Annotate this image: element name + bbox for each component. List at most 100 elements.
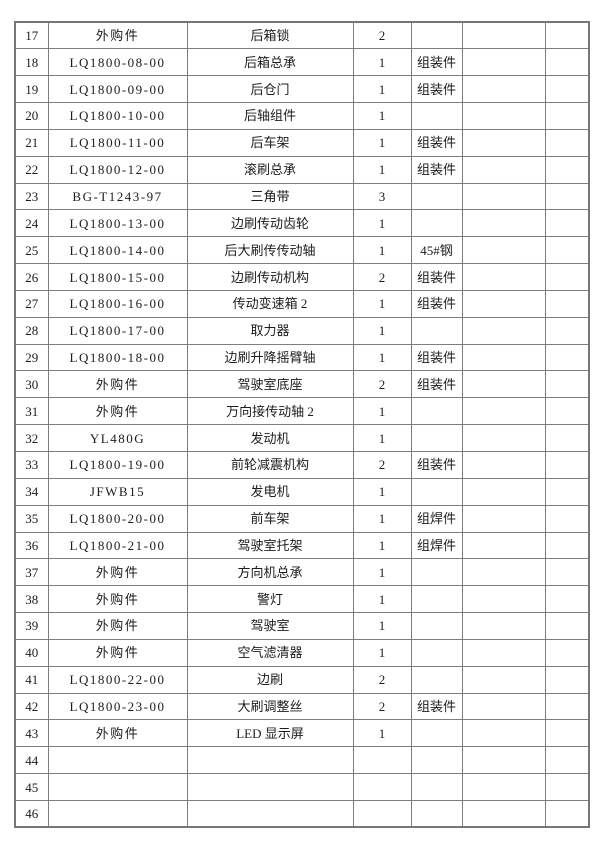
empty-cell-2 bbox=[544, 585, 590, 614]
quantity-cell: 2 bbox=[352, 21, 412, 50]
empty-cell-1 bbox=[461, 289, 546, 318]
quantity-cell: 2 bbox=[352, 370, 412, 399]
quantity-cell: 1 bbox=[352, 504, 412, 533]
part-code-cell: LQ1800-16-00 bbox=[47, 289, 188, 318]
table-row: 40 外购件 空气滤清器 1 bbox=[14, 638, 590, 667]
part-code-cell bbox=[47, 746, 188, 775]
table-row: 21 LQ1800-11-00 后车架 1 组装件 bbox=[14, 128, 590, 157]
table-row: 43 外购件 LED 显示屏 1 bbox=[14, 719, 590, 748]
empty-cell-2 bbox=[544, 155, 590, 184]
parts-list-table-container: 17 外购件 后箱锁 2 18 LQ1800-08-00 后箱总承 1 组装件 … bbox=[14, 21, 590, 829]
note-cell bbox=[410, 773, 463, 801]
part-name-cell: 发动机 bbox=[186, 424, 354, 452]
note-cell: 组装件 bbox=[410, 128, 463, 157]
part-name-cell: 驾驶室底座 bbox=[186, 370, 354, 399]
row-number-cell: 45 bbox=[14, 773, 49, 801]
quantity-cell: 1 bbox=[352, 316, 412, 345]
note-cell bbox=[410, 719, 463, 748]
quantity-cell: 1 bbox=[352, 585, 412, 614]
empty-cell-2 bbox=[544, 397, 590, 426]
empty-cell-1 bbox=[461, 155, 546, 184]
part-code-cell: 外购件 bbox=[47, 370, 188, 399]
table-row: 41 LQ1800-22-00 边刷 2 bbox=[14, 665, 590, 694]
part-name-cell: 警灯 bbox=[186, 585, 354, 614]
empty-cell-1 bbox=[461, 612, 546, 640]
table-row: 42 LQ1800-23-00 大刷调整丝 2 组装件 bbox=[14, 692, 590, 721]
part-name-cell: 后大刷传传动轴 bbox=[186, 236, 354, 265]
table-row: 46 bbox=[14, 799, 590, 828]
part-name-cell: 边刷升降摇臂轴 bbox=[186, 343, 354, 372]
table-row: 28 LQ1800-17-00 取力器 1 bbox=[14, 316, 590, 345]
quantity-cell: 1 bbox=[352, 289, 412, 318]
row-number-cell: 20 bbox=[14, 102, 49, 130]
part-code-cell: LQ1800-22-00 bbox=[47, 665, 188, 694]
part-name-cell bbox=[186, 746, 354, 775]
empty-cell-2 bbox=[544, 558, 590, 587]
empty-cell-2 bbox=[544, 638, 590, 667]
quantity-cell: 2 bbox=[352, 451, 412, 479]
row-number-cell: 21 bbox=[14, 128, 49, 157]
empty-cell-2 bbox=[544, 504, 590, 533]
table-row: 39 外购件 驾驶室 1 bbox=[14, 612, 590, 640]
part-code-cell: 外购件 bbox=[47, 612, 188, 640]
empty-cell-1 bbox=[461, 397, 546, 426]
row-number-cell: 22 bbox=[14, 155, 49, 184]
empty-cell-1 bbox=[461, 558, 546, 587]
empty-cell-1 bbox=[461, 316, 546, 345]
empty-cell-2 bbox=[544, 451, 590, 479]
table-row: 30 外购件 驾驶室底座 2 组装件 bbox=[14, 370, 590, 399]
empty-cell-1 bbox=[461, 48, 546, 77]
part-code-cell: LQ1800-17-00 bbox=[47, 316, 188, 345]
table-row: 34 JFWB15 发电机 1 bbox=[14, 477, 590, 506]
quantity-cell: 1 bbox=[352, 531, 412, 560]
part-name-cell: 驾驶室托架 bbox=[186, 531, 354, 560]
note-cell: 45#钢 bbox=[410, 236, 463, 265]
empty-cell-2 bbox=[544, 343, 590, 372]
part-name-cell: 三角带 bbox=[186, 182, 354, 211]
part-code-cell: 外购件 bbox=[47, 585, 188, 614]
empty-cell-1 bbox=[461, 665, 546, 694]
row-number-cell: 35 bbox=[14, 504, 49, 533]
part-code-cell: LQ1800-09-00 bbox=[47, 75, 188, 104]
empty-cell-2 bbox=[544, 21, 590, 50]
empty-cell-1 bbox=[461, 746, 546, 775]
empty-cell-1 bbox=[461, 343, 546, 372]
note-cell bbox=[410, 799, 463, 828]
part-name-cell bbox=[186, 799, 354, 828]
empty-cell-2 bbox=[544, 773, 590, 801]
empty-cell-2 bbox=[544, 799, 590, 828]
part-code-cell: LQ1800-19-00 bbox=[47, 451, 188, 479]
part-code-cell: 外购件 bbox=[47, 558, 188, 587]
note-cell bbox=[410, 316, 463, 345]
table-row: 45 bbox=[14, 773, 590, 801]
part-name-cell: 边刷传动齿轮 bbox=[186, 209, 354, 238]
table-row: 37 外购件 方向机总承 1 bbox=[14, 558, 590, 587]
quantity-cell: 1 bbox=[352, 397, 412, 426]
note-cell: 组焊件 bbox=[410, 504, 463, 533]
part-name-cell: 后箱锁 bbox=[186, 21, 354, 50]
empty-cell-2 bbox=[544, 746, 590, 775]
row-number-cell: 31 bbox=[14, 397, 49, 426]
row-number-cell: 25 bbox=[14, 236, 49, 265]
row-number-cell: 41 bbox=[14, 665, 49, 694]
row-number-cell: 46 bbox=[14, 799, 49, 828]
part-code-cell: 外购件 bbox=[47, 397, 188, 426]
empty-cell-2 bbox=[544, 424, 590, 452]
empty-cell-1 bbox=[461, 477, 546, 506]
table-row: 24 LQ1800-13-00 边刷传动齿轮 1 bbox=[14, 209, 590, 238]
quantity-cell bbox=[352, 799, 412, 828]
note-cell: 组装件 bbox=[410, 263, 463, 291]
empty-cell-1 bbox=[461, 585, 546, 614]
part-code-cell bbox=[47, 799, 188, 828]
note-cell bbox=[410, 209, 463, 238]
table-row: 36 LQ1800-21-00 驾驶室托架 1 组焊件 bbox=[14, 531, 590, 560]
row-number-cell: 34 bbox=[14, 477, 49, 506]
note-cell bbox=[410, 182, 463, 211]
empty-cell-2 bbox=[544, 612, 590, 640]
note-cell: 组装件 bbox=[410, 370, 463, 399]
row-number-cell: 42 bbox=[14, 692, 49, 721]
part-code-cell: LQ1800-12-00 bbox=[47, 155, 188, 184]
table-row: 27 LQ1800-16-00 传动变速箱 2 1 组装件 bbox=[14, 289, 590, 318]
row-number-cell: 38 bbox=[14, 585, 49, 614]
quantity-cell: 2 bbox=[352, 692, 412, 721]
